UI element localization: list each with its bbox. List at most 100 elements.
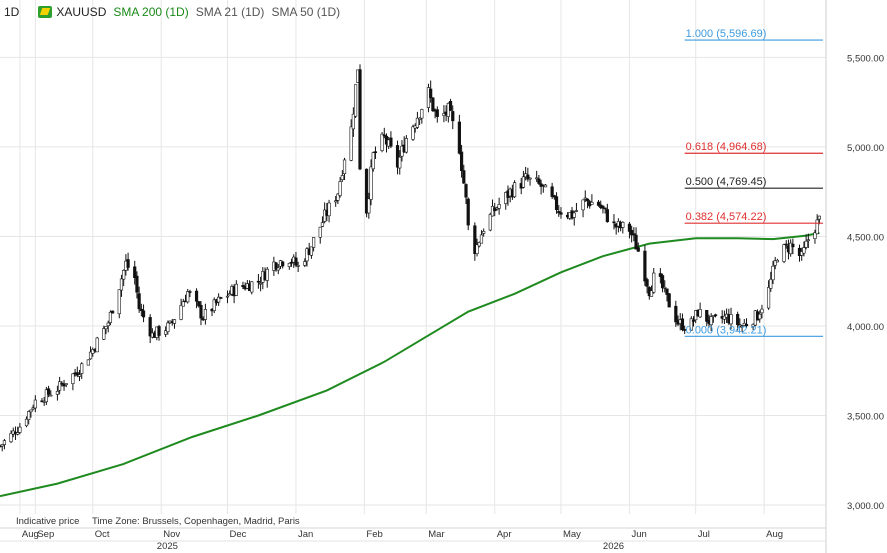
candle-body — [596, 201, 601, 206]
candle-body — [373, 151, 378, 153]
candle-body — [104, 326, 108, 330]
candle-body — [46, 388, 51, 395]
candle-body — [612, 221, 616, 224]
x-tick-label: Aug — [766, 529, 783, 540]
candle-body — [24, 418, 29, 427]
candle-body — [265, 268, 269, 281]
candle-body — [250, 281, 254, 293]
y-tick-label: 5,500.00 — [847, 53, 884, 64]
candle-body — [583, 197, 587, 200]
fib-level-label: 0.500 (4,769.45) — [686, 176, 767, 188]
candle-body — [137, 293, 141, 310]
sma-200-line — [0, 231, 820, 498]
candle-body — [601, 205, 605, 209]
candle-body — [327, 202, 331, 217]
grid — [0, 0, 826, 514]
candle-body — [49, 394, 53, 397]
candle-body — [552, 195, 556, 198]
candle-body — [33, 399, 37, 409]
y-tick-label: 3,000.00 — [847, 501, 884, 512]
candle-body — [353, 84, 358, 117]
candle-body — [126, 259, 130, 268]
candle-body — [550, 186, 554, 197]
fib-level-label: 0.000 (3,942.21) — [686, 324, 767, 336]
candle-body — [488, 214, 492, 231]
indicator-sma200[interactable]: SMA 200 (1D) — [113, 5, 189, 19]
candle-body — [203, 309, 207, 320]
candle-body — [683, 329, 687, 331]
candle-body — [55, 390, 60, 395]
candle-body — [462, 170, 466, 184]
candle-body — [289, 261, 294, 264]
candle-body — [420, 109, 424, 119]
x-tick-label: Apr — [497, 529, 512, 540]
candle-body — [636, 247, 640, 252]
candle-body — [199, 304, 203, 319]
x-tick-label: Sep — [37, 529, 54, 540]
candle-body — [225, 295, 230, 298]
candle-body — [111, 310, 115, 314]
candle-body — [528, 177, 532, 180]
indicator-sma50[interactable]: SMA 50 (1D) — [271, 5, 341, 19]
candle-body — [760, 308, 764, 314]
candle-body — [738, 324, 742, 327]
candle-body — [16, 432, 20, 435]
candle-body — [166, 322, 170, 332]
candle-body — [294, 257, 298, 266]
candle-body — [157, 326, 161, 336]
candle-body — [473, 225, 477, 255]
x-tick-label: Jun — [631, 529, 646, 540]
candle-body — [340, 175, 344, 181]
candle-body — [411, 126, 415, 140]
candle-body — [649, 290, 654, 297]
fibonacci-retracement[interactable]: 1.000 (5,596.69) 0.618 (4,964.68) 0.500 (4… — [684, 28, 823, 337]
candle-body — [197, 301, 201, 307]
interval-label[interactable]: 1D — [4, 5, 20, 19]
candle-body — [448, 100, 453, 111]
candle-body — [274, 262, 278, 270]
candle-body — [773, 260, 777, 266]
candle-body — [62, 384, 66, 387]
symbol-icon — [38, 6, 53, 18]
candle-body — [234, 283, 238, 296]
candle-body — [572, 212, 576, 218]
candle-body — [106, 322, 110, 327]
candle-body — [526, 174, 530, 180]
candle-body — [574, 210, 579, 212]
candle-body — [135, 275, 139, 293]
candle-body — [627, 223, 632, 232]
fib-level-label: 0.382 (4,574.22) — [686, 211, 767, 223]
x-tick-label: Aug — [22, 529, 39, 540]
candle-body — [815, 219, 819, 235]
candle-body — [102, 328, 106, 340]
candle-body — [784, 243, 788, 246]
symbol-label[interactable]: XAUUSD — [56, 5, 107, 19]
candle-body — [320, 222, 325, 227]
candle-body — [559, 212, 563, 215]
candle-body — [645, 279, 649, 287]
candle-body — [217, 296, 221, 303]
x-tick-label: Mar — [428, 529, 444, 540]
y-axis: 3,000.00 3,500.00 4,000.00 4,500.00 5,000.00… — [825, 0, 884, 553]
candle-body — [296, 265, 300, 267]
candle-body — [590, 201, 594, 205]
candle-body — [782, 244, 786, 262]
candle-body — [789, 242, 793, 255]
candle-body — [186, 291, 190, 303]
indicator-sma21[interactable]: SMA 21 (1D) — [195, 5, 265, 19]
candle-body — [188, 291, 192, 293]
candle-body — [312, 237, 316, 248]
candle-body — [554, 196, 559, 211]
candle-body — [141, 310, 146, 318]
candle-body — [276, 267, 280, 271]
candle-body — [336, 193, 340, 201]
candle-body — [349, 126, 353, 161]
candle-body — [722, 315, 727, 320]
candle-body — [475, 244, 479, 254]
candle-body — [77, 374, 82, 377]
x-tick-label: Jul — [698, 529, 710, 540]
candle-body — [705, 309, 709, 322]
candle-body — [287, 262, 291, 267]
candle-body — [108, 311, 113, 323]
